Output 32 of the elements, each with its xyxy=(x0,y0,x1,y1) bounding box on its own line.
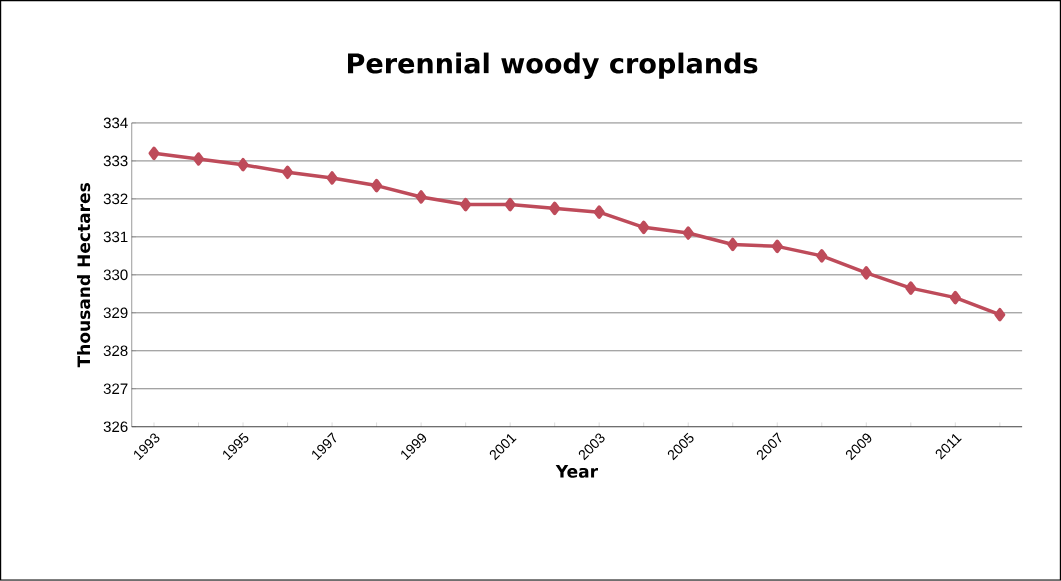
y-tick-label: 334 xyxy=(103,117,128,129)
point xyxy=(682,226,694,240)
point xyxy=(193,152,205,166)
point xyxy=(504,197,516,212)
y-tick-label: 333 xyxy=(103,155,128,167)
y-tick-label: 331 xyxy=(103,231,128,243)
point xyxy=(949,290,961,305)
y-tick-label: 332 xyxy=(103,193,128,205)
point xyxy=(905,281,917,296)
y-tick-label: 328 xyxy=(103,345,128,357)
y-tick-label: 327 xyxy=(103,383,128,395)
x-axis-title: Year xyxy=(555,465,598,478)
point xyxy=(727,237,739,252)
point xyxy=(994,308,1006,322)
y-tick-label: 330 xyxy=(103,269,128,281)
point xyxy=(593,205,605,220)
point xyxy=(148,146,160,161)
point xyxy=(326,171,338,185)
point xyxy=(771,239,783,254)
point xyxy=(816,249,828,263)
point xyxy=(237,158,249,172)
chart-title: Perennial woody croplands xyxy=(348,52,758,80)
point xyxy=(415,190,427,204)
point xyxy=(371,178,383,193)
point xyxy=(282,165,294,180)
y-tick-label: 329 xyxy=(103,307,128,319)
point xyxy=(460,197,472,212)
point xyxy=(638,220,650,235)
y-axis-title: Thousand Hectares xyxy=(77,183,91,368)
y-tick-label: 326 xyxy=(103,421,128,433)
point xyxy=(860,266,872,280)
point xyxy=(549,201,561,216)
